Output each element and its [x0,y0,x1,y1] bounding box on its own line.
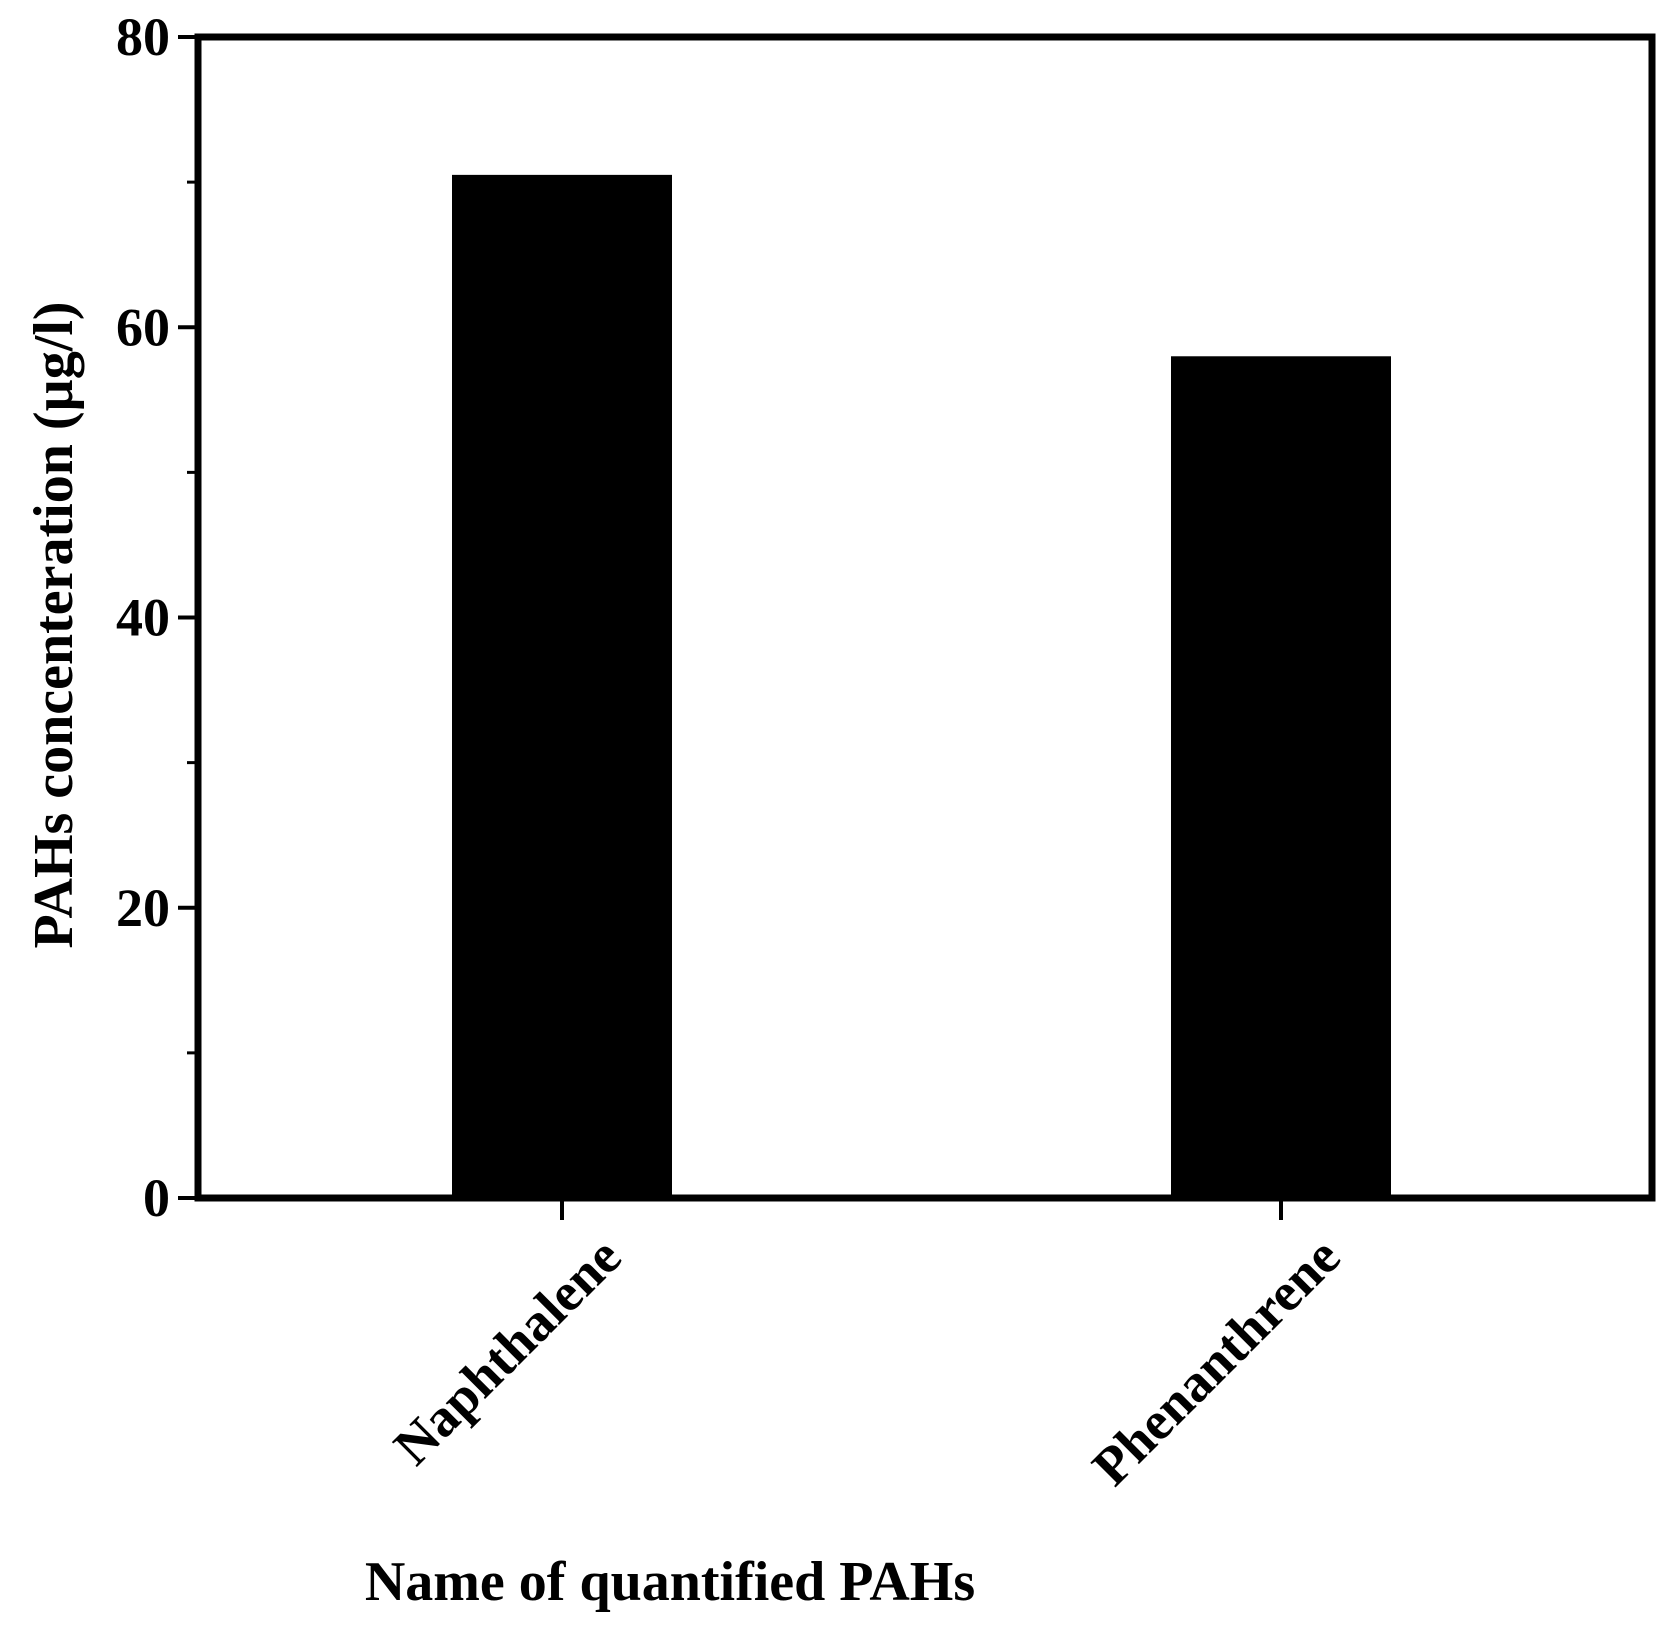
plot-frame [194,33,1656,1202]
y-axis-ticks: 0 20 40 60 80 [116,7,198,1228]
y-tick-label: 80 [116,7,170,67]
x-tick-label: Naphthalene [382,1226,632,1476]
y-tick-label: 60 [116,297,170,357]
bars-group [452,174,1391,1198]
x-tick-label: Phenanthrene [1081,1226,1352,1497]
y-tick-label: 20 [116,878,170,938]
bar-naphthalene [452,174,672,1198]
x-axis-ticks: Naphthalene Phenanthrene [382,1198,1351,1497]
x-axis-title: Name of quantified PAHs [365,1551,975,1613]
y-tick-label: 40 [116,588,170,648]
y-tick-label: 0 [143,1168,170,1228]
bar-phenanthrene [1171,356,1391,1198]
y-axis-title: PAHs concenteration (µg/l) [23,301,85,948]
